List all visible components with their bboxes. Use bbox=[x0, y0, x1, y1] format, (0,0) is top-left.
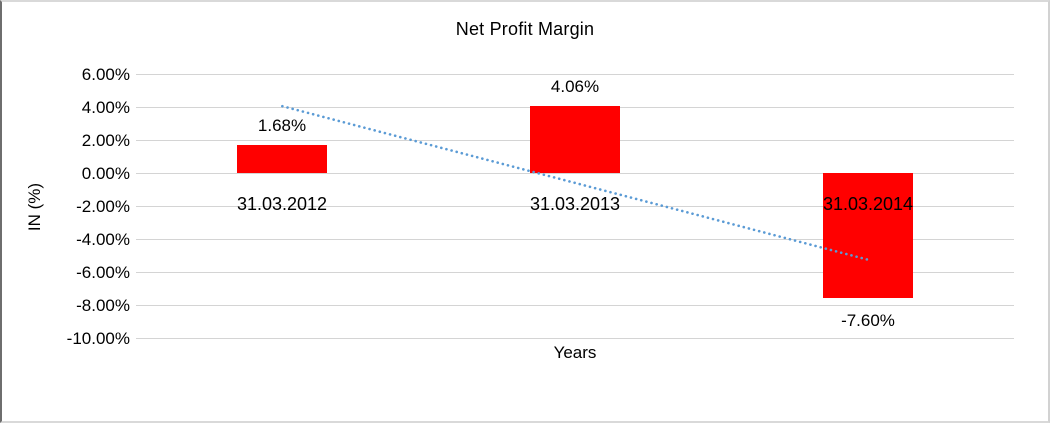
category-label: 31.03.2013 bbox=[529, 194, 621, 214]
gridline bbox=[136, 74, 1014, 75]
gridline bbox=[136, 173, 1014, 174]
gridline bbox=[136, 272, 1014, 273]
y-tick-label: -8.00% bbox=[76, 296, 130, 315]
y-tick-label: 2.00% bbox=[81, 131, 130, 150]
gridline bbox=[136, 239, 1014, 240]
y-tick-label: -2.00% bbox=[76, 197, 130, 216]
y-tick-label: -10.00% bbox=[66, 329, 130, 348]
y-tick-label: 4.00% bbox=[81, 98, 130, 117]
category-label: 31.03.2012 bbox=[236, 194, 328, 214]
y-tick-label: 0.00% bbox=[81, 164, 130, 183]
category-label: 31.03.2014 bbox=[822, 194, 914, 214]
gridline bbox=[136, 206, 1014, 207]
chart-title: Net Profit Margin bbox=[455, 19, 595, 39]
data-label: 1.68% bbox=[257, 116, 307, 135]
gridline bbox=[136, 305, 1014, 306]
plot-area: 31.03.2012 1.68% 31.03.2013 4.06% 31.03.2014… bbox=[136, 74, 1014, 339]
y-tick-label: -6.00% bbox=[76, 263, 130, 282]
trendline bbox=[281, 104, 869, 261]
bar-31.03.2012 bbox=[237, 145, 327, 173]
y-tick-label: -4.00% bbox=[76, 230, 130, 249]
bar-31.03.2014 bbox=[823, 173, 913, 298]
data-label: 4.06% bbox=[550, 77, 600, 96]
data-label: -7.60% bbox=[841, 311, 895, 330]
y-tick-label: 6.00% bbox=[81, 65, 130, 84]
bar-31.03.2013 bbox=[530, 106, 620, 173]
gridline bbox=[136, 338, 1014, 339]
x-axis-title: Years bbox=[553, 343, 597, 362]
